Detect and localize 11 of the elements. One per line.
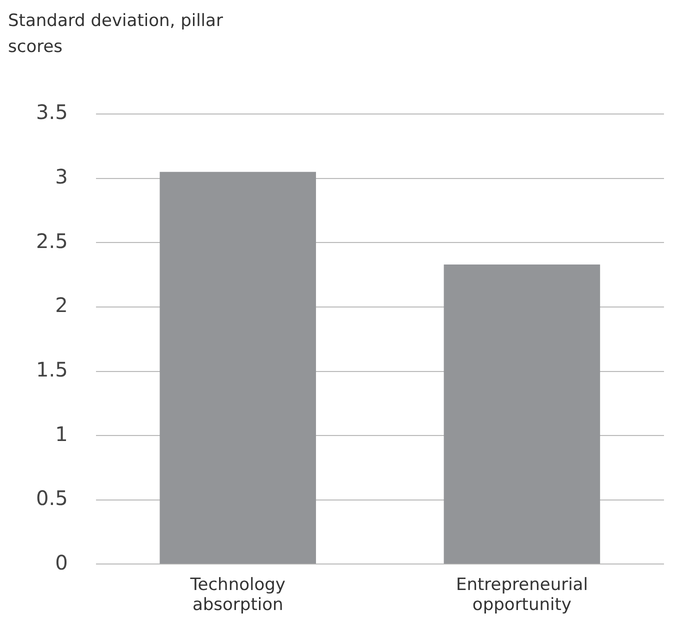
y-tick-label: 3.5 bbox=[36, 100, 68, 124]
y-tick-label: 2.5 bbox=[36, 228, 68, 253]
y-tick-label: 3 bbox=[55, 164, 68, 189]
y-tick-label: 1.5 bbox=[36, 357, 68, 382]
x-tick-label: Entrepreneurial opportunity bbox=[456, 574, 588, 616]
y-tick-label: 1 bbox=[55, 422, 68, 446]
y-tick-label: 0 bbox=[55, 550, 68, 574]
y-tick-label: 2 bbox=[55, 293, 68, 318]
y-axis-title: Standard deviation, pillar scores bbox=[8, 10, 224, 59]
y-tick-label: 0.5 bbox=[36, 486, 68, 510]
x-tick-label: Technology absorption bbox=[189, 574, 286, 616]
